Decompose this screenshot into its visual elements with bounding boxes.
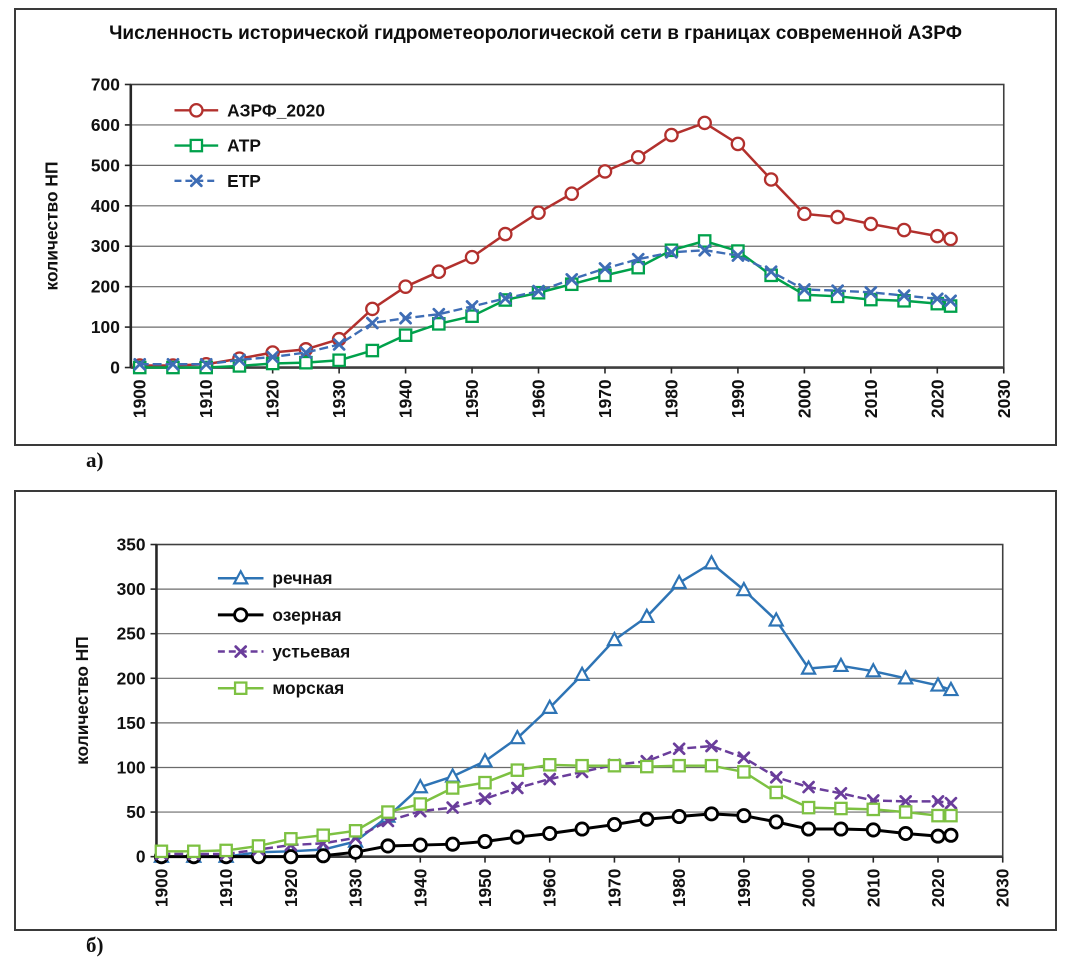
x-tick-label: 1960 (529, 379, 549, 418)
y-axis-title: количество НП (72, 636, 92, 765)
legend-label: озерная (272, 605, 341, 625)
chart-b-panel: 0 50 100 150 200 250 300 350 1900 1910 1920 1930 194… (14, 490, 1057, 931)
series-0 (153, 554, 960, 863)
y-tick-label: 500 (91, 155, 120, 175)
legend-label: устьевая (272, 642, 350, 662)
x-tick-label: 1930 (346, 869, 366, 908)
x-tick-label: 1940 (410, 869, 430, 908)
x-tick-label: 1990 (734, 869, 754, 908)
x-tick-label: 1970 (604, 869, 624, 908)
y-axis-ticks: 0 50 100 150 200 250 300 350 (117, 535, 157, 867)
x-axis-ticks: 1900 1910 1920 1930 1940 1950 1960 1970 1980 1990… (130, 367, 1014, 418)
x-tick-label: 1980 (669, 869, 689, 908)
y-tick-label: 100 (91, 317, 120, 337)
panel-label-b: б) (86, 933, 104, 957)
y-tick-label: 250 (117, 624, 146, 644)
x-tick-label: 1920 (263, 379, 283, 418)
y-tick-label: 150 (117, 713, 146, 733)
x-tick-label: 1960 (540, 869, 560, 908)
legend-item-1: озерная (217, 605, 342, 625)
y-tick-label: 200 (91, 277, 120, 297)
legend-item-3: морская (217, 678, 344, 698)
x-tick-label: 1990 (728, 379, 748, 418)
y-axis-title: количество НП (41, 162, 61, 291)
legend-label: речная (272, 568, 332, 588)
y-tick-label: 50 (126, 802, 145, 822)
x-tick-label: 1970 (595, 379, 615, 418)
series-3 (154, 758, 958, 859)
x-tick-label: 1920 (281, 869, 301, 908)
y-tick-label: 100 (117, 757, 146, 777)
x-tick-label: 2000 (799, 869, 819, 908)
x-tick-label: 1940 (396, 379, 416, 418)
series-line (139, 121, 951, 367)
x-tick-label: 1900 (130, 379, 150, 418)
y-tick-label: 700 (91, 74, 120, 94)
series-1 (153, 806, 959, 865)
x-tick-label: 2010 (863, 869, 883, 908)
legend-item-2: ЕТР (174, 171, 261, 191)
series-1 (132, 234, 958, 375)
y-tick-label: 300 (117, 579, 146, 599)
x-tick-label: 2030 (993, 869, 1013, 908)
series-2 (133, 243, 957, 371)
chart-a-title: Численность исторической гидрометеоролог… (109, 23, 962, 44)
chart-a-panel: Численность исторической гидрометеоролог… (14, 8, 1057, 446)
legend-item-2: устьевая (217, 642, 350, 662)
legend-label: ЕТР (227, 171, 261, 191)
x-tick-label: 2020 (927, 379, 947, 418)
legend-label: морская (272, 678, 344, 698)
y-tick-label: 400 (91, 196, 120, 216)
x-tick-label: 2020 (928, 869, 948, 908)
legend-label: АЗРФ_2020 (227, 100, 325, 120)
x-tick-label: 1910 (216, 869, 236, 908)
x-tick-label: 1950 (475, 869, 495, 908)
x-axis-ticks: 1900 1910 1920 1930 1940 1950 1960 1970 1980 1990… (151, 856, 1013, 908)
legend-item-1: АТР (174, 136, 261, 156)
legend: АЗРФ_2020 АТР ЕТР (174, 100, 325, 191)
x-tick-label: 2010 (861, 379, 881, 418)
y-tick-label: 300 (91, 236, 120, 256)
x-tick-label: 1950 (462, 379, 482, 418)
x-tick-label: 1910 (196, 379, 216, 418)
x-tick-label: 2000 (794, 379, 814, 418)
y-tick-label: 600 (91, 115, 120, 135)
x-tick-label: 1930 (329, 379, 349, 418)
x-tick-label: 1980 (661, 379, 681, 418)
legend-item-0: АЗРФ_2020 (174, 100, 325, 120)
y-tick-label: 0 (110, 358, 120, 378)
legend-label: АТР (227, 136, 261, 156)
y-tick-label: 350 (117, 535, 146, 555)
panel-label-a: а) (86, 448, 104, 472)
chart-b-plot: 0 50 100 150 200 250 300 350 1900 1910 1920 1930 194… (72, 535, 1013, 908)
y-tick-label: 0 (136, 847, 146, 867)
x-tick-label: 1900 (151, 869, 171, 908)
series-line (139, 239, 951, 369)
y-tick-label: 200 (117, 668, 146, 688)
legend: речная озерная устьевая морская (217, 568, 350, 698)
legend-item-0: речная (217, 568, 332, 588)
y-axis-ticks: 0 100 200 300 400 500 600 700 (91, 74, 131, 378)
series-line (139, 249, 951, 366)
x-tick-label: 2030 (994, 379, 1014, 418)
